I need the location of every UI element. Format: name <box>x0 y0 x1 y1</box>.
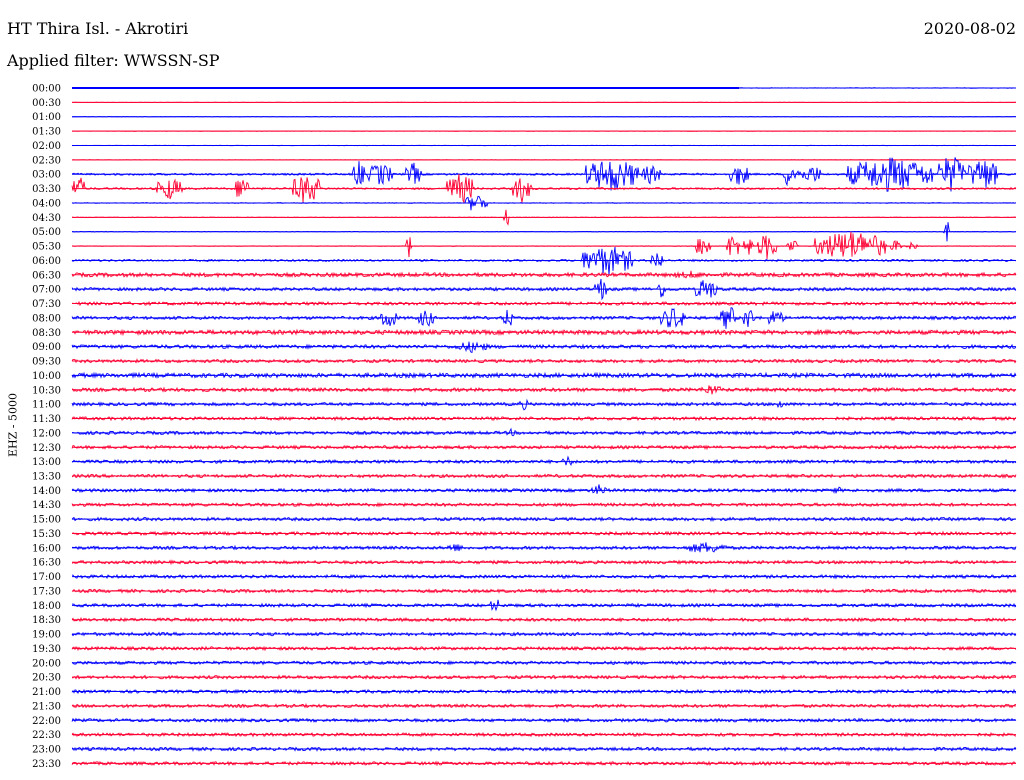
row-time-label: 16:00 <box>32 543 61 554</box>
row-time-label: 11:30 <box>32 414 61 425</box>
row-time-label: 23:30 <box>32 759 61 770</box>
seismic-trace-1600 <box>72 542 1017 553</box>
row-time-label: 19:30 <box>32 644 61 655</box>
row-time-label: 22:30 <box>32 730 61 741</box>
seismic-trace-1700 <box>71 573 1017 580</box>
row-time-label: 15:30 <box>32 529 61 540</box>
row-time-label: 08:00 <box>32 313 61 324</box>
row-time-label: 21:00 <box>32 687 61 698</box>
row-time-label: 07:30 <box>32 299 61 310</box>
filter-label: Applied filter: WWSSN-SP <box>7 51 220 70</box>
row-time-label: 00:30 <box>32 98 61 109</box>
row-time-label: 17:00 <box>32 572 61 583</box>
row-time-label: 06:00 <box>32 256 61 267</box>
seismic-trace-1400 <box>71 484 1017 494</box>
row-time-label: 17:30 <box>32 586 61 597</box>
row-time-label: 01:00 <box>32 112 61 123</box>
row-time-label: 19:00 <box>32 630 61 641</box>
row-time-label: 06:30 <box>32 270 61 281</box>
row-time-label: 14:30 <box>32 500 61 511</box>
row-time-label: 22:00 <box>32 716 61 727</box>
seismic-trace-1000 <box>71 371 1017 380</box>
row-time-label: 13:30 <box>32 471 61 482</box>
row-time-label: 14:00 <box>32 486 61 497</box>
row-time-label: 16:30 <box>32 558 61 569</box>
row-time-label: 18:30 <box>32 615 61 626</box>
seismic-trace-1300 <box>71 455 1017 467</box>
station-title: HT Thira Isl. - Akrotiri <box>7 19 189 38</box>
row-time-label: 02:00 <box>32 141 61 152</box>
row-time-label: 05:00 <box>32 227 61 238</box>
row-time-label: 04:00 <box>32 198 61 209</box>
row-time-label: 23:00 <box>32 745 61 756</box>
seismic-trace-0600 <box>71 247 1017 275</box>
row-time-label: 02:30 <box>32 155 61 166</box>
row-time-label: 12:00 <box>32 428 61 439</box>
row-time-label: 04:30 <box>32 213 61 224</box>
seismic-trace-1200 <box>71 427 1017 437</box>
row-time-label: 09:00 <box>32 342 61 353</box>
row-time-label: 10:30 <box>32 385 61 396</box>
row-time-label: 03:30 <box>32 184 61 195</box>
row-time-label: 18:00 <box>32 601 61 612</box>
row-time-label: 12:30 <box>32 443 61 454</box>
seismic-trace-0530 <box>71 231 1017 260</box>
seismic-trace-0830 <box>71 328 1017 337</box>
row-time-label: 20:30 <box>32 673 61 684</box>
row-time-label: 05:30 <box>32 242 61 253</box>
row-time-label: 01:30 <box>32 127 61 138</box>
row-time-label: 15:00 <box>32 515 61 526</box>
row-time-label: 20:00 <box>32 658 61 669</box>
seismic-trace-2330 <box>71 760 1017 767</box>
row-time-label: 10:00 <box>32 371 61 382</box>
row-time-label: 11:00 <box>32 400 61 411</box>
row-time-label: 07:00 <box>32 285 61 296</box>
seismic-trace-1100 <box>71 398 1017 411</box>
row-time-label: 09:30 <box>32 357 61 368</box>
row-time-label: 00:00 <box>32 84 61 95</box>
date-label: 2020-08-02 <box>923 19 1016 38</box>
seismic-trace-2230 <box>71 731 1017 738</box>
row-time-label: 13:00 <box>32 457 61 468</box>
row-time-label: 08:30 <box>32 328 61 339</box>
row-time-label: 21:30 <box>32 701 61 712</box>
row-time-label: 03:00 <box>32 170 61 181</box>
